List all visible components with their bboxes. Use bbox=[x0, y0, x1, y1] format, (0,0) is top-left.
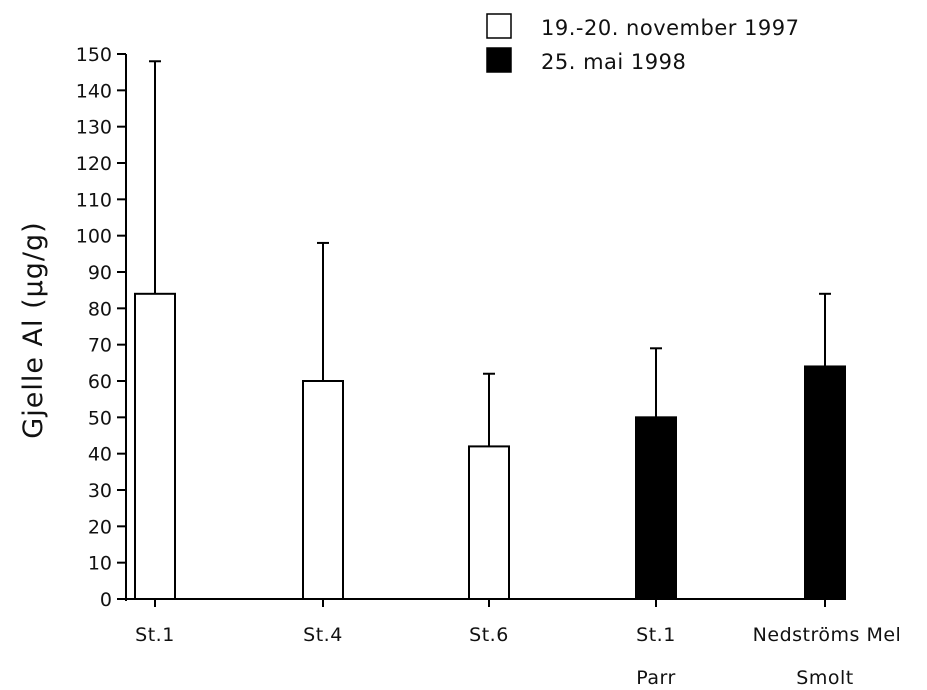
y-tick-label: 30 bbox=[88, 480, 112, 502]
x-tick-label: St.1 bbox=[636, 624, 676, 646]
legend-label: 25. mai 1998 bbox=[541, 50, 686, 74]
legend: 19.-20. november 1997 25. mai 1998 bbox=[486, 13, 800, 74]
y-tick-label: 140 bbox=[76, 80, 112, 102]
y-tick-label: 40 bbox=[88, 444, 112, 466]
bar bbox=[635, 416, 677, 601]
bar bbox=[804, 365, 846, 601]
y-tick-label: 10 bbox=[88, 553, 112, 575]
x-tick-label: St.6 bbox=[469, 624, 509, 646]
y-tick-label: 120 bbox=[76, 153, 112, 175]
x-tick-label: Nedströms Mel bbox=[753, 624, 902, 646]
bar bbox=[134, 292, 176, 600]
y-tick-label: 20 bbox=[88, 516, 112, 538]
x-tick-label: St.4 bbox=[303, 624, 343, 646]
y-tick-label: 150 bbox=[76, 44, 112, 66]
x-tick-sublabel: Parr bbox=[636, 667, 676, 689]
y-tick-label: 70 bbox=[88, 335, 112, 357]
x-tick-label: St.1 bbox=[135, 624, 175, 646]
y-ticks: 0 10 20 30 40 50 60 70 80 90 100 110 120 130 140 150 bbox=[76, 44, 126, 611]
legend-swatch bbox=[486, 47, 512, 73]
y-tick-label: 0 bbox=[100, 589, 112, 611]
legend-swatch bbox=[486, 13, 512, 39]
y-tick-label: 60 bbox=[88, 371, 112, 393]
y-tick-label: 130 bbox=[76, 117, 112, 139]
bars bbox=[134, 60, 846, 607]
y-tick-label: 90 bbox=[88, 262, 112, 284]
x-tick-sublabel: Smolt bbox=[796, 667, 853, 689]
y-tick-label: 100 bbox=[76, 226, 112, 248]
bar bbox=[468, 445, 510, 600]
y-tick-label: 110 bbox=[76, 189, 112, 211]
y-tick-label: 50 bbox=[88, 407, 112, 429]
y-axis-label: Gjelle Al (µg/g) bbox=[18, 221, 49, 438]
bar bbox=[302, 380, 344, 600]
legend-label: 19.-20. november 1997 bbox=[541, 16, 800, 40]
y-tick-label: 80 bbox=[88, 298, 112, 320]
x-labels: St.1 St.4 St.6 St.1 Parr Nedströms Mel Smolt bbox=[135, 624, 901, 689]
